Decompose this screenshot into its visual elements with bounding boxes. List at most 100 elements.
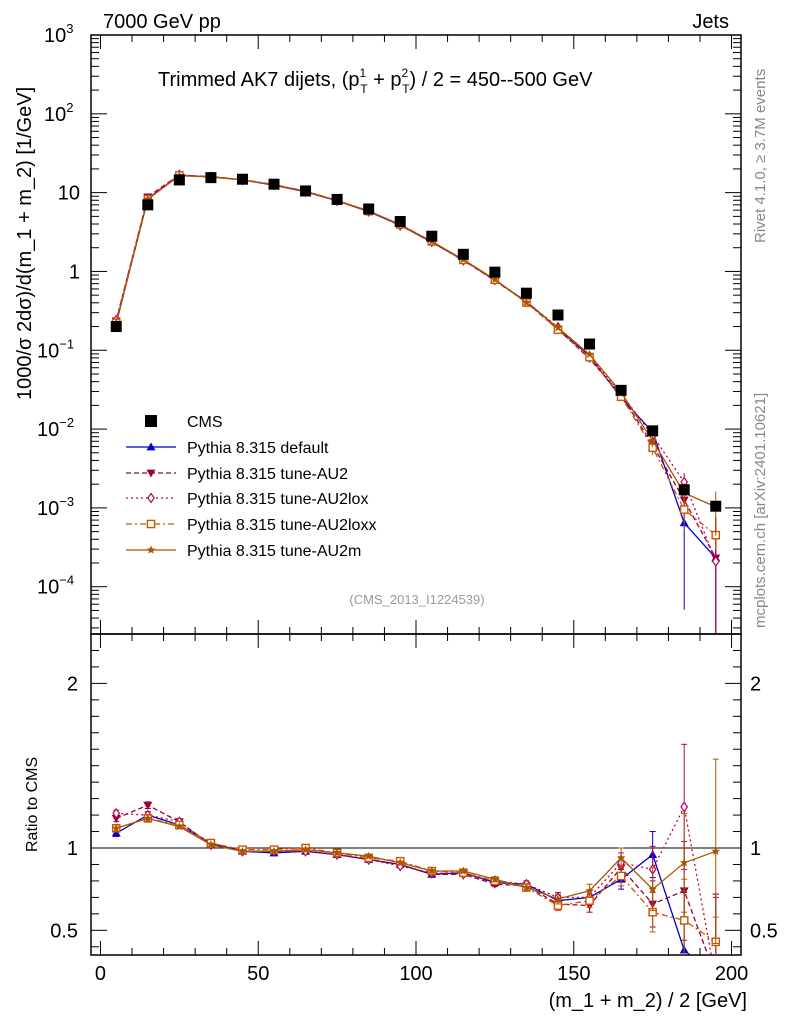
data-point <box>394 216 406 228</box>
legend-label-data: CMS <box>187 414 223 431</box>
title-sub-2: T <box>402 82 410 96</box>
main-marker <box>522 298 531 307</box>
legend: CMS Pythia 8.315 default Pythia 8.315 tune… <box>126 414 376 560</box>
data-point <box>552 309 564 321</box>
data-point <box>678 484 690 496</box>
series-line-ratio <box>116 817 717 943</box>
x-tick-labels: 0 50 100 150 200 <box>95 963 748 985</box>
legend-marker <box>147 492 155 504</box>
data-point <box>584 338 596 350</box>
y-tick-label: 10−4 <box>37 573 74 599</box>
y-tick-label: 102 <box>44 100 73 126</box>
ratio-marker <box>616 853 626 862</box>
legend-label: Pythia 8.315 tune-AU2 <box>187 466 348 483</box>
header-right: Jets <box>692 11 729 33</box>
ratio-marker <box>711 846 720 855</box>
ratio-y-tick-label-right: 2 <box>750 673 761 695</box>
header-left: 7000 GeV pp <box>103 11 221 33</box>
y-axis-label-main: 1000/σ 2dσ)/d(m_1 + m_2) [1/GeV] <box>14 87 36 400</box>
legend-marker <box>146 469 156 478</box>
x-tick-label: 100 <box>399 963 432 985</box>
data-point <box>268 178 280 190</box>
title-text-2: + p <box>368 69 402 91</box>
ratio-marker <box>395 858 405 867</box>
ratio-frame <box>90 633 742 956</box>
y-tick-label: 10−1 <box>37 336 74 362</box>
ratio-marker <box>111 828 121 837</box>
legend-marker <box>146 519 156 529</box>
main-marker <box>585 349 594 358</box>
ratio-plot: 2 2 1 1 0.5 0.5 Ratio to CMS <box>24 633 778 956</box>
plot-title: Trimmed AK7 dijets, (p1 T + p2 T) / 2 = 45… <box>158 66 593 96</box>
legend-label: Pythia 8.315 tune-AU2loxx <box>187 517 376 534</box>
x-tick-label: 0 <box>95 963 106 985</box>
data-point <box>363 203 375 215</box>
y-tick-label: 1 <box>69 261 80 283</box>
data-point <box>520 287 532 299</box>
ratio-ticks: 2 2 1 1 0.5 0.5 <box>50 634 778 955</box>
title-text-3: ) / 2 = 450--500 GeV <box>410 69 594 91</box>
main-data-points <box>110 172 722 512</box>
main-marker <box>553 323 563 332</box>
series-line-ratio <box>116 804 712 955</box>
main-marker <box>143 194 153 203</box>
ratio-marker <box>238 846 247 855</box>
ratio-marker <box>616 871 626 881</box>
y-tick-label: 10 <box>58 183 80 205</box>
data-point <box>457 248 469 260</box>
y-tick-label: 10−3 <box>37 494 74 520</box>
ratio-y-tick-label-right: 0.5 <box>750 920 778 942</box>
ratio-marker <box>427 866 437 875</box>
title-sup-2: 2 <box>402 66 409 80</box>
data-point <box>236 173 248 185</box>
series-line-ratio <box>116 817 717 900</box>
ratio-marker <box>206 840 216 849</box>
ratio-marker <box>522 883 531 892</box>
ratio-marker <box>364 851 373 860</box>
title-sub-1: T <box>360 82 368 96</box>
legend-label: Pythia 8.315 default <box>187 440 329 457</box>
data-point <box>110 321 122 333</box>
ratio-y-tick-label-left: 2 <box>67 673 78 695</box>
ratio-marker <box>175 822 184 831</box>
x-tick-label: 200 <box>715 963 748 985</box>
data-point <box>142 199 154 211</box>
ratio-marker <box>553 894 563 903</box>
data-point <box>615 384 627 396</box>
ratio-series <box>111 743 721 955</box>
y-axis-label-ratio: Ratio to CMS <box>24 757 41 852</box>
ratio-marker <box>585 886 594 895</box>
side-label-rivet: Rivet 4.1.0, ≥ 3.7M events <box>752 69 769 243</box>
data-point <box>205 172 217 184</box>
ratio-y-tick-label-left: 0.5 <box>50 920 78 942</box>
ratio-y-tick-label-right: 1 <box>750 838 761 860</box>
side-label-mcplots: mcplots.cern.ch [arXiv:2401.10621] <box>752 393 769 628</box>
ratio-marker <box>269 846 279 855</box>
ratio-marker <box>490 874 500 883</box>
ratio-marker <box>301 845 310 854</box>
legend-label: Pythia 8.315 tune-AU2m <box>187 543 361 560</box>
main-series <box>111 169 721 634</box>
legend-marker <box>146 545 156 554</box>
series-line-main <box>115 175 717 508</box>
ratio-marker <box>332 848 342 857</box>
ratio-marker <box>112 823 121 832</box>
ratio-marker <box>143 801 153 810</box>
y-tick-label: 103 <box>44 21 73 47</box>
ratio-marker <box>112 807 121 819</box>
ratio-marker <box>679 916 689 925</box>
legend-label: Pythia 8.315 tune-AU2lox <box>187 491 368 508</box>
ratio-marker <box>648 884 657 893</box>
data-point <box>489 266 501 278</box>
main-marker <box>679 505 689 514</box>
title-sup-1: 1 <box>360 66 367 80</box>
data-point <box>300 185 312 197</box>
main-marker <box>648 436 657 445</box>
legend-marker-data <box>145 415 157 427</box>
legend-marker <box>146 442 156 451</box>
main-marker <box>490 274 500 283</box>
ratio-marker <box>459 866 468 875</box>
